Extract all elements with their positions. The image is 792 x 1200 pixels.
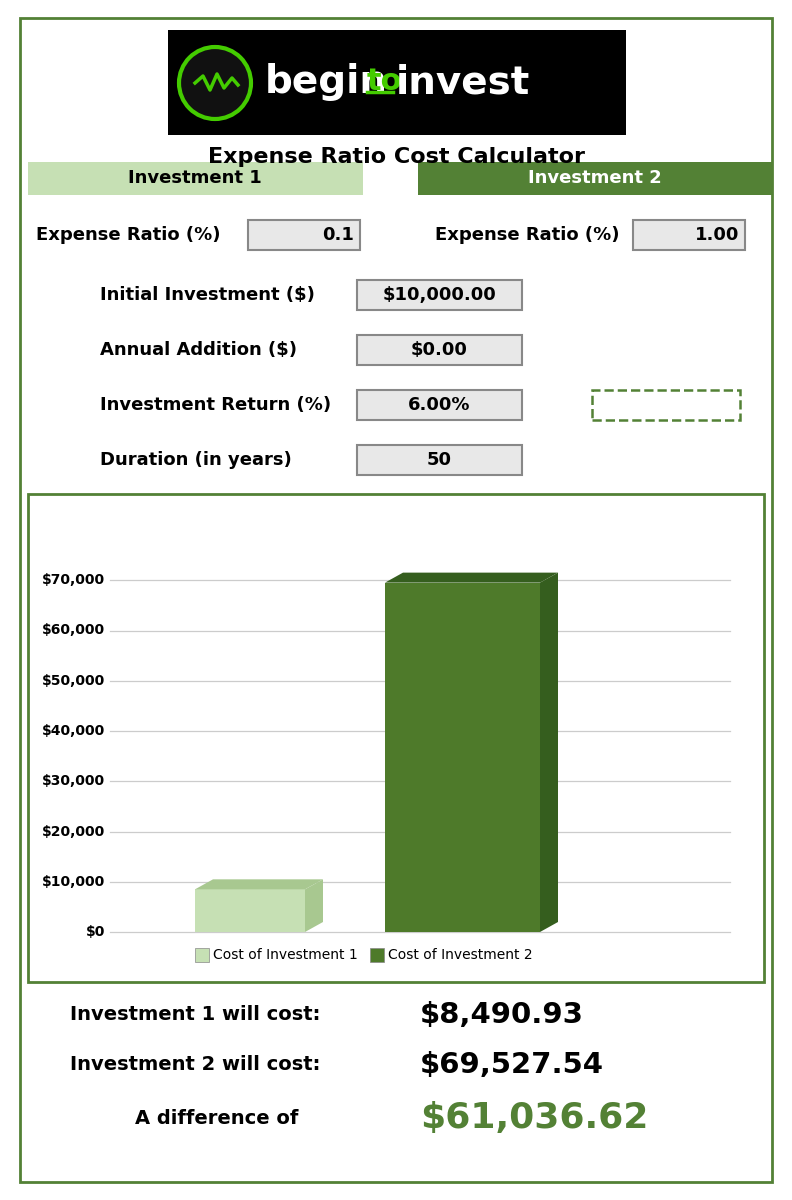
Text: $40,000: $40,000 [42,724,105,738]
Text: Annual Addition ($): Annual Addition ($) [100,341,297,359]
Bar [357,335,522,365]
Text: 6.00%: 6.00% [408,396,470,414]
Polygon shape [305,880,323,932]
Bar [357,390,522,420]
Text: Cost of Investment 1: Cost of Investment 1 [213,948,358,962]
Text: Expense Ratio (%): Expense Ratio (%) [36,226,220,244]
Bar [592,390,740,420]
Text: Duration (in years): Duration (in years) [100,451,291,469]
Text: $61,036.62: $61,036.62 [420,1102,649,1135]
Bar [195,889,305,932]
Bar [418,162,773,194]
Text: $8,490.93: $8,490.93 [420,1001,584,1028]
Text: Investment 2: Investment 2 [528,169,662,187]
Text: Investment 1: Investment 1 [128,169,262,187]
Text: Expense Ratio Cost Calculator: Expense Ratio Cost Calculator [208,146,584,167]
Text: 1.00: 1.00 [695,226,739,244]
Text: $69,527.54: $69,527.54 [420,1051,604,1079]
Text: to: to [367,67,402,96]
Text: $20,000: $20,000 [42,824,105,839]
Bar [248,220,360,250]
Text: begin: begin [265,62,388,101]
Text: A difference of: A difference of [135,1109,299,1128]
Text: Investment Return (%): Investment Return (%) [100,396,331,414]
Polygon shape [385,572,558,583]
Polygon shape [540,572,558,932]
Bar [385,583,540,932]
Bar [357,280,522,310]
Text: Investment 1 will cost:: Investment 1 will cost: [70,1006,321,1025]
Bar [28,162,363,194]
Bar [633,220,745,250]
Text: $50,000: $50,000 [42,673,105,688]
Circle shape [179,47,251,119]
Text: Investment 2 will cost:: Investment 2 will cost: [70,1056,321,1074]
Bar [195,948,209,962]
Text: $0.00: $0.00 [411,341,468,359]
Text: Expense Ratio (%): Expense Ratio (%) [435,226,619,244]
Bar [168,30,626,134]
Text: $70,000: $70,000 [42,574,105,587]
Bar [28,494,764,982]
Text: 0.1: 0.1 [322,226,354,244]
Text: $10,000: $10,000 [42,875,105,889]
Text: $0: $0 [86,925,105,938]
Text: Cost of Investment 2: Cost of Investment 2 [388,948,533,962]
Text: $30,000: $30,000 [42,774,105,788]
Text: $60,000: $60,000 [42,624,105,637]
Bar [357,445,522,475]
Text: 50: 50 [427,451,452,469]
Text: $10,000.00: $10,000.00 [383,286,497,304]
Text: Initial Investment ($): Initial Investment ($) [100,286,315,304]
Text: invest: invest [396,62,531,101]
Polygon shape [195,880,323,889]
Bar [370,948,384,962]
